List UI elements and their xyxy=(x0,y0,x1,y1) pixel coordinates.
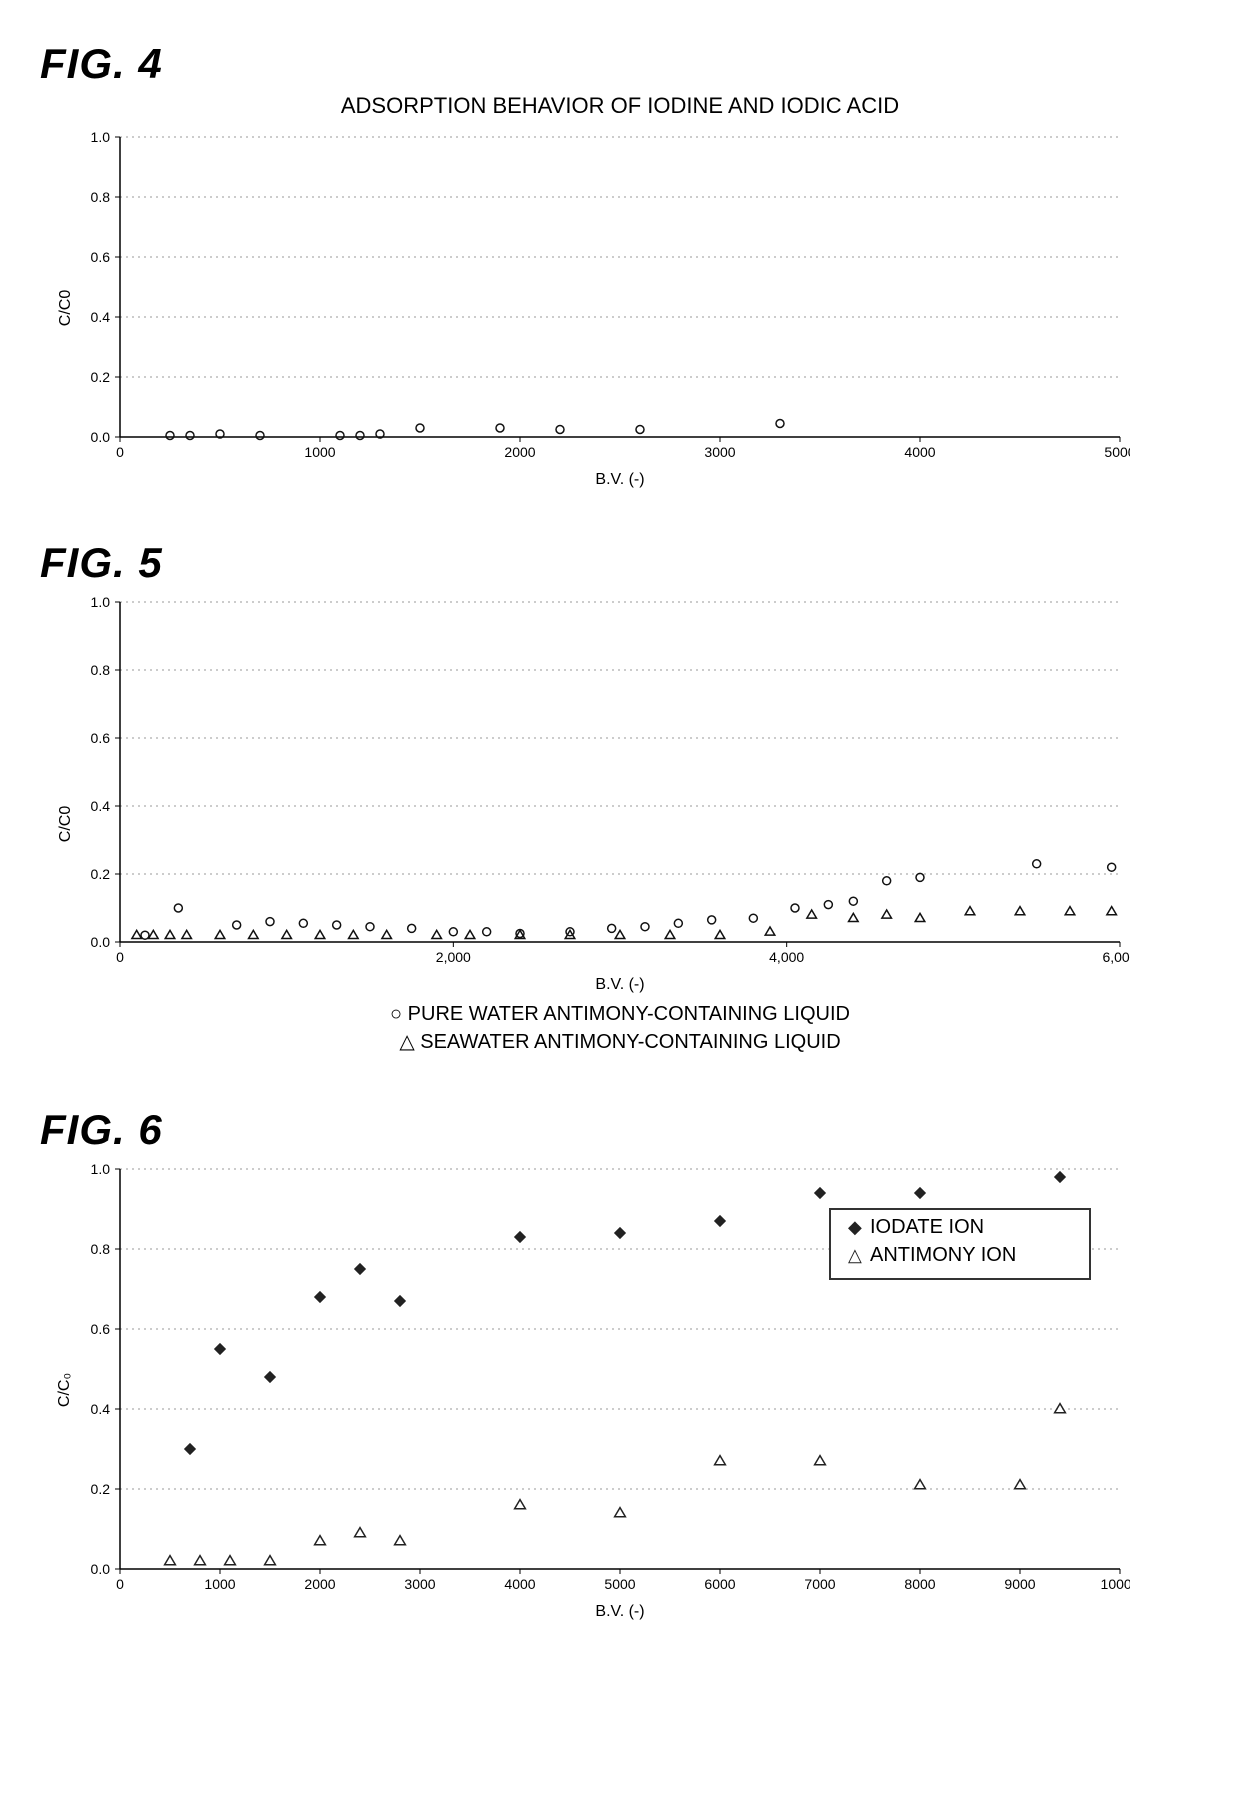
figure-4-label: FIG. 4 xyxy=(40,40,1180,88)
svg-text:0.0: 0.0 xyxy=(91,429,111,445)
svg-text:5000: 5000 xyxy=(1104,444,1130,460)
svg-text:2000: 2000 xyxy=(504,444,535,460)
svg-text:0.4: 0.4 xyxy=(91,798,111,814)
figure-5-ylabel: C/C0 xyxy=(57,806,75,842)
figure-4-chart: 0.0 0.2 0.4 0.6 0.8 1.0 0 1000 2000 3000 4000 5000 xyxy=(60,127,1130,467)
svg-text:0.0: 0.0 xyxy=(91,934,111,950)
svg-text:6,000: 6,000 xyxy=(1102,949,1130,965)
svg-text:9000: 9000 xyxy=(1004,1576,1035,1592)
svg-text:2,000: 2,000 xyxy=(436,949,471,965)
legend-entry: △ SEAWATER ANTIMONY-CONTAINING LIQUID xyxy=(60,1028,1180,1056)
svg-text:4000: 4000 xyxy=(504,1576,535,1592)
svg-text:0.6: 0.6 xyxy=(91,730,111,746)
svg-text:0: 0 xyxy=(116,949,124,965)
figure-4-chart-wrap: C/C0 0.0 0.2 0.4 0.6 0.8 1.0 0 1000 2000 3000 4000… xyxy=(60,127,1180,489)
svg-text:1.0: 1.0 xyxy=(91,594,111,610)
figure-5-chart: 0.0 0.2 0.4 0.6 0.8 1.0 0 2,000 4,000 6,000 xyxy=(60,592,1130,972)
svg-text:0.2: 0.2 xyxy=(91,866,111,882)
svg-text:0.8: 0.8 xyxy=(91,662,111,678)
svg-text:0.2: 0.2 xyxy=(91,1481,111,1497)
svg-text:0.2: 0.2 xyxy=(91,369,111,385)
legend-entry: ○ PURE WATER ANTIMONY-CONTAINING LIQUID xyxy=(60,1000,1180,1028)
figure-6-ylabel: C/C₀ xyxy=(56,1373,74,1407)
figure-6-block: FIG. 6 C/C₀ 0.00.20.40.60.81.00100020003… xyxy=(60,1106,1180,1621)
svg-text:0.4: 0.4 xyxy=(91,309,111,325)
svg-text:0.6: 0.6 xyxy=(91,249,111,265)
figure-5-chart-wrap: C/C0 0.00.20.40.60.81.002,0004,0006,000 … xyxy=(60,592,1180,1056)
svg-text:5000: 5000 xyxy=(604,1576,635,1592)
svg-text:1000: 1000 xyxy=(204,1576,235,1592)
figure-6-chart-wrap: C/C₀ 0.00.20.40.60.81.001000200030004000… xyxy=(60,1159,1180,1621)
svg-text:4,000: 4,000 xyxy=(769,949,804,965)
svg-text:3000: 3000 xyxy=(704,444,735,460)
figure-4-ylabel: C/C0 xyxy=(57,290,75,326)
figure-4-xlabel: B.V. (-) xyxy=(60,471,1180,489)
svg-text:3000: 3000 xyxy=(404,1576,435,1592)
figure-5-legend: ○ PURE WATER ANTIMONY-CONTAINING LIQUID△… xyxy=(60,1000,1180,1056)
svg-text:1000: 1000 xyxy=(304,444,335,460)
svg-text:1.0: 1.0 xyxy=(91,1161,111,1177)
figure-6-chart: 0.0 0.2 0.4 0.6 0.8 1.0 0 1000 2000 3000 4000 5000 6… xyxy=(60,1159,1130,1599)
svg-text:0.6: 0.6 xyxy=(91,1321,111,1337)
figure-5-block: FIG. 5 C/C0 0.00.20.40.60.81.002,0004,00… xyxy=(60,539,1180,1056)
figure-4-title: ADSORPTION BEHAVIOR OF IODINE AND IODIC … xyxy=(60,93,1180,119)
svg-text:0.8: 0.8 xyxy=(91,1241,111,1257)
svg-text:10000: 10000 xyxy=(1101,1576,1130,1592)
svg-text:ANTIMONY ION: ANTIMONY ION xyxy=(870,1244,1016,1266)
svg-text:◆: ◆ xyxy=(848,1217,862,1237)
figure-5-xlabel: B.V. (-) xyxy=(60,976,1180,994)
svg-text:0: 0 xyxy=(116,444,124,460)
svg-text:IODATE ION: IODATE ION xyxy=(870,1216,984,1238)
svg-text:4000: 4000 xyxy=(904,444,935,460)
svg-text:0: 0 xyxy=(116,1576,124,1592)
svg-text:0.8: 0.8 xyxy=(91,189,111,205)
svg-text:6000: 6000 xyxy=(704,1576,735,1592)
svg-text:1.0: 1.0 xyxy=(91,129,111,145)
svg-text:7000: 7000 xyxy=(804,1576,835,1592)
svg-text:0.4: 0.4 xyxy=(91,1401,111,1417)
figure-6-xlabel: B.V. (-) xyxy=(60,1603,1180,1621)
svg-text:0.0: 0.0 xyxy=(91,1561,111,1577)
svg-text:8000: 8000 xyxy=(904,1576,935,1592)
figure-6-label: FIG. 6 xyxy=(40,1106,1180,1154)
svg-text:△: △ xyxy=(848,1245,862,1265)
figure-4-block: FIG. 4 ADSORPTION BEHAVIOR OF IODINE AND… xyxy=(60,40,1180,489)
svg-text:2000: 2000 xyxy=(304,1576,335,1592)
figure-5-label: FIG. 5 xyxy=(40,539,1180,587)
